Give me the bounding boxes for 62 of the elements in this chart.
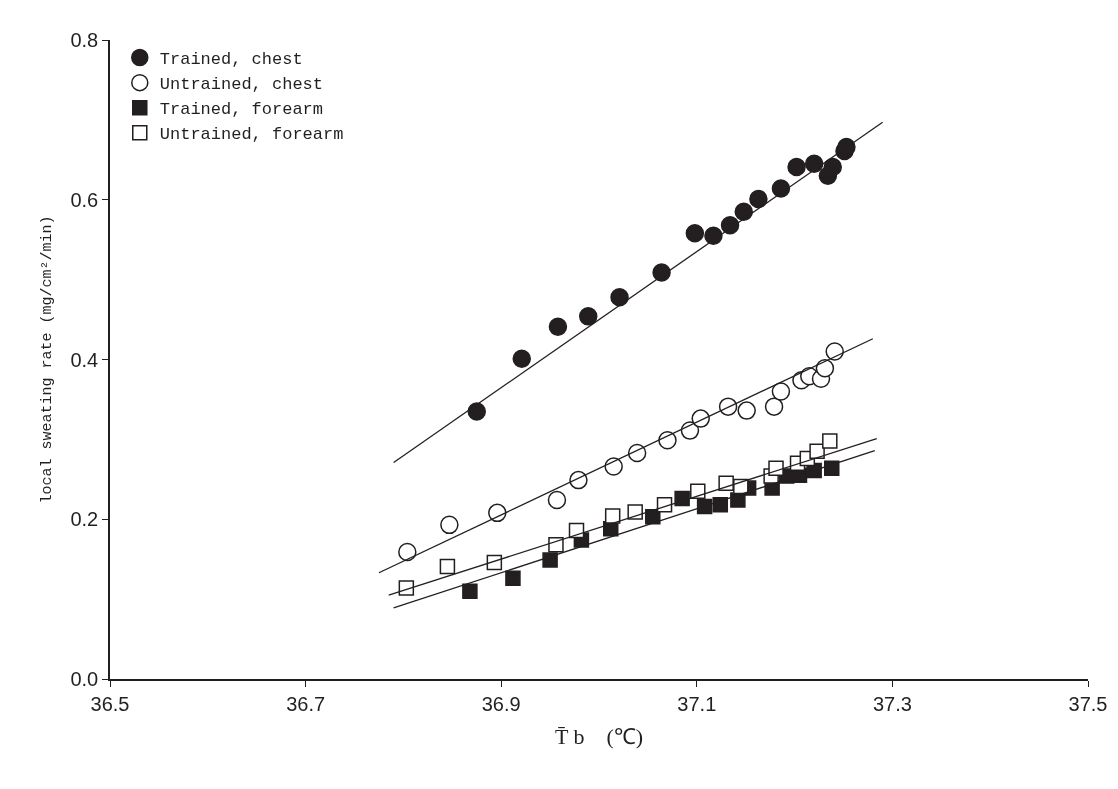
point	[804, 154, 824, 174]
point	[837, 137, 856, 157]
point	[823, 157, 842, 177]
x-tick-label: 36.7	[286, 692, 326, 715]
x-tick-label: 36.9	[481, 692, 521, 715]
x-tick-label: 37.5	[1068, 692, 1108, 715]
y-tick-label: 0.8	[70, 29, 99, 51]
point	[768, 460, 784, 476]
point	[658, 430, 677, 450]
point	[815, 359, 835, 378]
point	[691, 409, 710, 428]
point	[825, 342, 844, 361]
y-tick-label: 0.2	[70, 508, 99, 531]
legend-label: Trained, forearm	[159, 100, 324, 120]
point	[467, 402, 486, 421]
point	[398, 580, 415, 596]
point	[440, 515, 459, 535]
point	[548, 317, 568, 336]
point	[610, 287, 629, 307]
y-axis-title: local sweating rate (mg/cm²/min)	[39, 215, 57, 504]
point	[512, 349, 531, 368]
point	[718, 397, 738, 416]
point	[704, 226, 723, 245]
y-tick-label: 0.0	[70, 668, 99, 690]
point	[749, 189, 768, 209]
point	[462, 583, 478, 599]
point	[542, 552, 558, 568]
legend-label: Untrained, chest	[159, 75, 324, 95]
point	[685, 224, 705, 243]
point	[627, 504, 643, 520]
point	[787, 157, 806, 177]
point	[690, 483, 706, 500]
point	[627, 443, 647, 463]
point	[569, 470, 588, 490]
point	[656, 497, 673, 513]
legend-label: Untrained, forearm	[159, 125, 344, 145]
point	[548, 537, 564, 553]
x-tick-label: 37.1	[677, 692, 717, 715]
point	[439, 558, 456, 575]
point	[822, 433, 838, 449]
x-axis-title: T̄ b (℃)	[554, 724, 644, 750]
point	[604, 457, 623, 476]
point	[764, 397, 784, 416]
point	[579, 307, 598, 326]
point	[734, 202, 753, 221]
point	[712, 497, 729, 513]
point	[398, 542, 417, 562]
point	[737, 401, 756, 420]
x-tick-label: 37.3	[872, 692, 912, 715]
point	[824, 460, 840, 476]
legend-label: Trained, chest	[159, 50, 303, 70]
point	[547, 490, 567, 510]
point	[505, 570, 521, 587]
point	[488, 503, 507, 523]
x-tick-label: 36.5	[90, 692, 130, 715]
y-tick-label: 0.4	[70, 348, 99, 371]
y-tick-label: 0.6	[70, 188, 99, 211]
point	[674, 490, 690, 507]
point	[604, 508, 621, 524]
point	[652, 263, 671, 282]
point	[771, 382, 791, 401]
point	[771, 179, 791, 198]
